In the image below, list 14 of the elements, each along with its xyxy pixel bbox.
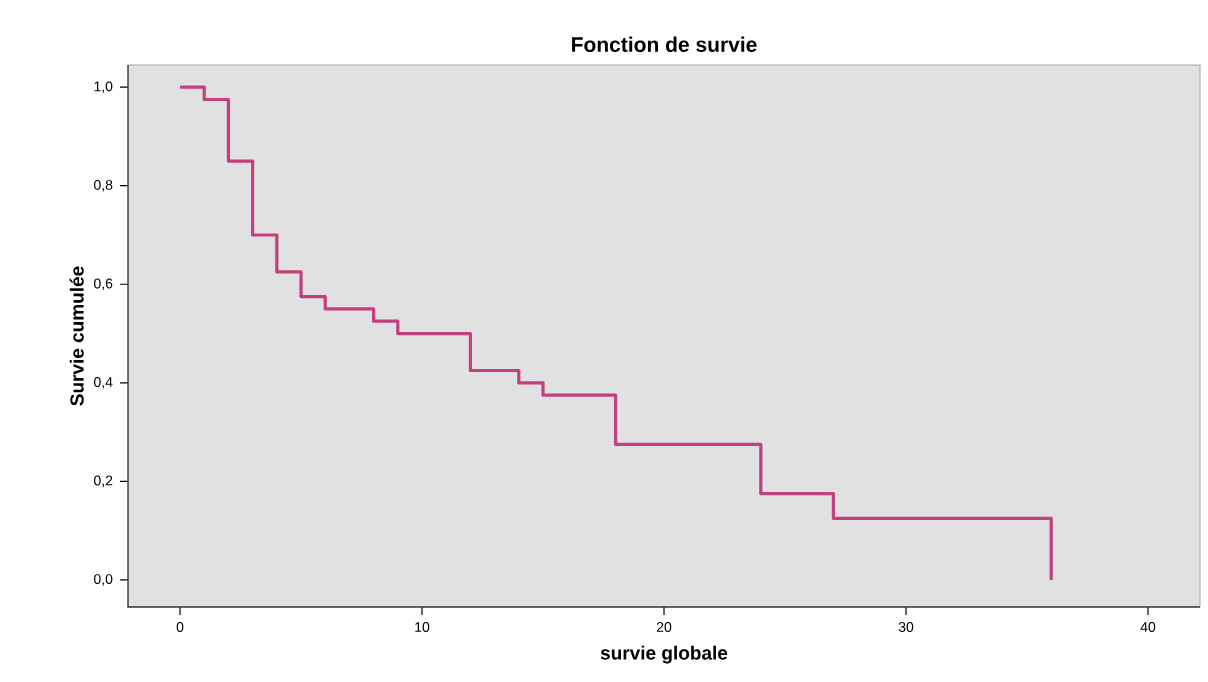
chart-title: Fonction de survie — [572, 36, 757, 52]
y-tick-label: 0,6 — [94, 278, 113, 291]
x-tick-label: 0 — [176, 622, 184, 632]
y-tick-label: 0,8 — [94, 179, 113, 192]
x-tick-label: 30 — [898, 622, 914, 632]
x-tick-label: 40 — [1140, 622, 1156, 632]
y-axis-title: Survie cumulée — [69, 266, 84, 406]
y-tick-label: 0,0 — [94, 574, 113, 586]
x-tick-label: 20 — [656, 622, 672, 632]
x-tick-label: 10 — [415, 622, 430, 632]
y-tick-label: 1,0 — [94, 81, 113, 93]
x-axis-title: survie globale — [600, 645, 728, 664]
y-tick-label: 0,4 — [94, 377, 113, 389]
y-tick-label: 0,2 — [94, 475, 113, 488]
